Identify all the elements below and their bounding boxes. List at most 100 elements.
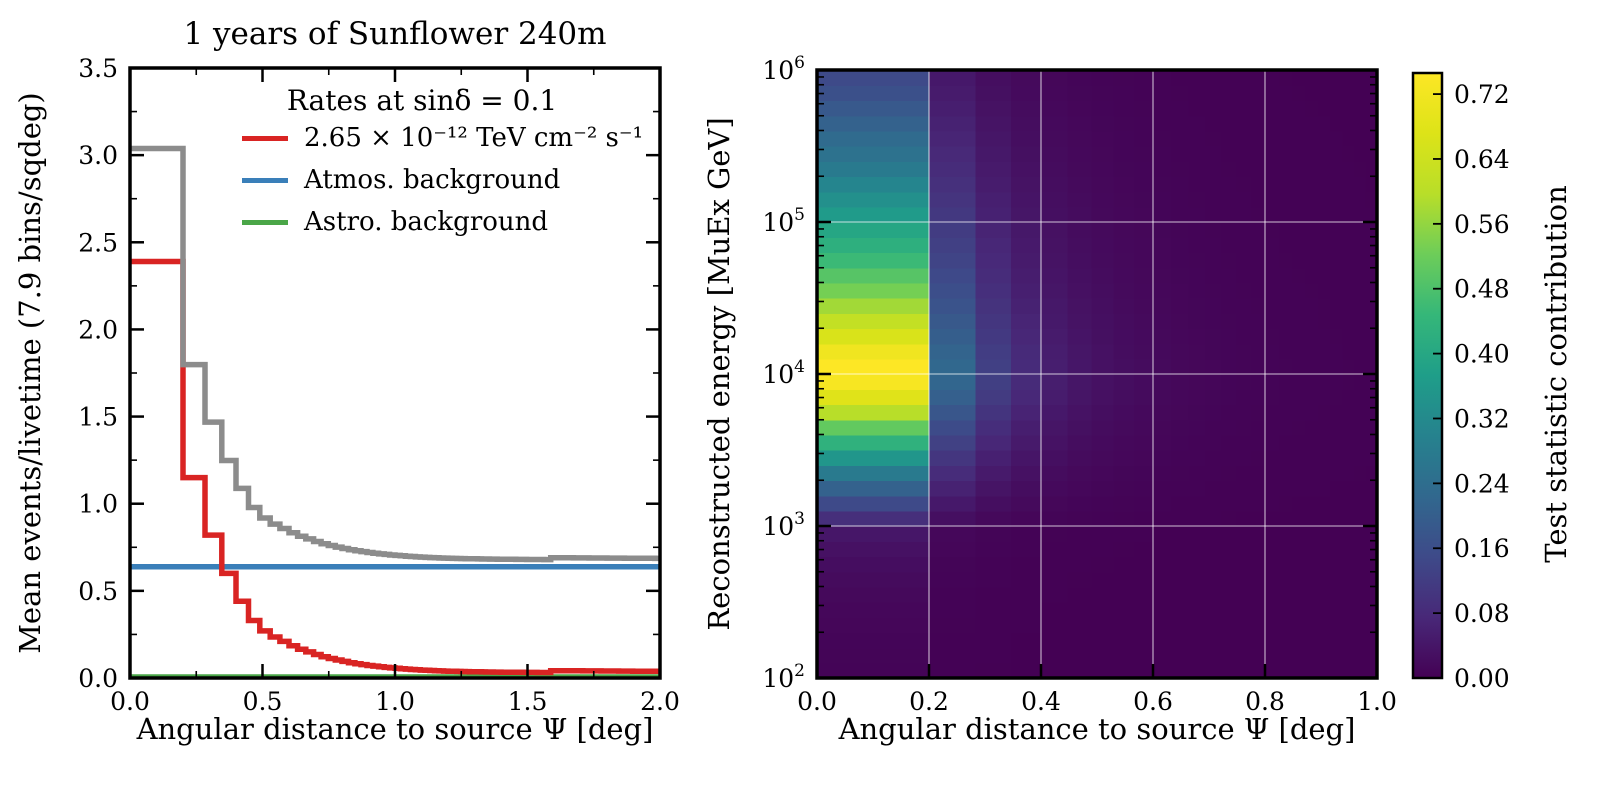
heatmap-cell <box>1354 541 1367 558</box>
heatmap-cell <box>1010 85 1042 102</box>
heatmap-cell <box>1188 115 1206 132</box>
heatmap-cell <box>1220 647 1237 664</box>
heatmap-cell <box>1265 343 1280 360</box>
heatmap-cell <box>1041 343 1069 360</box>
heatmap-cell <box>1010 495 1042 512</box>
heatmap-cell <box>1250 328 1266 345</box>
heatmap-cell <box>1133 282 1154 299</box>
heatmap-cell <box>975 176 1012 193</box>
heatmap-cell <box>1204 389 1222 406</box>
heatmap-cell <box>817 571 930 588</box>
heatmap-cell <box>1091 237 1115 254</box>
heatmap-cell <box>1171 282 1190 299</box>
heatmap-cell <box>1041 282 1069 299</box>
heatmap-cell <box>1113 130 1135 147</box>
heatmap-cell <box>1278 662 1293 679</box>
heatmap-cell <box>1265 662 1280 679</box>
heatmap-cell <box>1153 146 1172 162</box>
left-axes-frame <box>128 66 662 680</box>
heatmap-cell <box>1292 510 1306 527</box>
heatmap-cell <box>1067 206 1093 223</box>
heatmap-cell <box>1153 252 1172 269</box>
heatmap-cell <box>1354 115 1367 132</box>
heatmap-cell <box>1342 374 1355 390</box>
heatmap-cell <box>975 374 1012 390</box>
heatmap-cell <box>1067 541 1093 558</box>
heatmap-cell <box>1342 450 1355 466</box>
heatmap-cell <box>1265 632 1280 649</box>
heatmap-cell <box>1317 419 1331 436</box>
heatmap-cell <box>1354 100 1367 117</box>
heatmap-cell <box>1067 450 1093 466</box>
heatmap-cell <box>1292 313 1306 330</box>
heatmap-cell <box>1365 115 1377 132</box>
heatmap-cell <box>1188 586 1206 603</box>
heatmap-cell <box>1250 662 1266 679</box>
heatmap-cell <box>1365 282 1377 299</box>
heatmap-cell <box>1220 480 1237 497</box>
heatmap-cell <box>1250 632 1266 649</box>
right-x-axis-label: Angular distance to source Ψ [deg] <box>838 712 1356 746</box>
heatmap-cell <box>1204 176 1222 193</box>
heatmap-cell <box>1171 313 1190 330</box>
heatmap-cell <box>1220 510 1237 527</box>
heatmap-cell <box>1250 70 1266 86</box>
heatmap-cell <box>1265 70 1280 86</box>
heatmap-cell <box>1091 358 1115 375</box>
heatmap-cell <box>1330 541 1344 558</box>
heatmap-cell <box>1220 161 1237 178</box>
heatmap-cell <box>1236 282 1252 299</box>
heatmap-cell <box>817 313 930 330</box>
heatmap-cell <box>929 419 977 436</box>
heatmap-cell <box>1041 465 1069 482</box>
heatmap-cell <box>1188 328 1206 345</box>
heatmap-cell <box>975 313 1012 330</box>
heatmap-cell <box>1204 298 1222 314</box>
heatmap-cell <box>1010 252 1042 269</box>
heatmap-cell <box>1067 328 1093 345</box>
heatmap-cell <box>1278 343 1293 360</box>
heatmap-cell <box>1317 389 1331 406</box>
heatmap-cell <box>1153 434 1172 451</box>
heatmap-cell <box>1091 115 1115 132</box>
heatmap-cell <box>1265 222 1280 238</box>
y-tick-label: 2.5 <box>78 228 118 257</box>
heatmap-cell <box>1330 510 1344 527</box>
heatmap-cell <box>1292 374 1306 390</box>
heatmap-cell <box>817 526 930 542</box>
heatmap-cell <box>975 450 1012 466</box>
heatmap-cell <box>817 267 930 284</box>
heatmap-cell <box>1171 237 1190 254</box>
astro-line-swatch <box>242 219 288 225</box>
heatmap-cell <box>1171 191 1190 208</box>
heatmap-cell <box>1330 237 1344 254</box>
heatmap-cell <box>1010 115 1042 132</box>
heatmap-cell <box>1305 282 1319 299</box>
heatmap-cell <box>1091 541 1115 558</box>
heatmap-cell <box>1113 191 1135 208</box>
heatmap-cell <box>975 237 1012 254</box>
heatmap-cell <box>1330 450 1344 466</box>
heatmap-cell <box>1265 191 1280 208</box>
heatmap-cell <box>975 495 1012 512</box>
heatmap-cell <box>817 419 930 436</box>
heatmap-cell <box>1250 146 1266 162</box>
left-x-axis-label: Angular distance to source Ψ [deg] <box>136 712 654 746</box>
heatmap-cell <box>1153 282 1172 299</box>
heatmap-cell <box>1354 298 1367 314</box>
heatmap-cell <box>1067 252 1093 269</box>
heatmap-cell <box>1317 480 1331 497</box>
heatmap-cell <box>817 70 930 86</box>
heatmap-cell <box>1330 267 1344 284</box>
heatmap-cell <box>1365 450 1377 466</box>
heatmap-cell <box>1067 313 1093 330</box>
heatmap-cell <box>817 541 930 558</box>
heatmap-cell <box>1133 647 1154 664</box>
heatmap-cell <box>929 100 977 117</box>
heatmap-cell <box>929 85 977 102</box>
heatmap-cell <box>1236 541 1252 558</box>
heatmap-cell <box>1330 586 1344 603</box>
heatmap-cell <box>1317 176 1331 193</box>
heatmap-cell <box>1133 115 1154 132</box>
